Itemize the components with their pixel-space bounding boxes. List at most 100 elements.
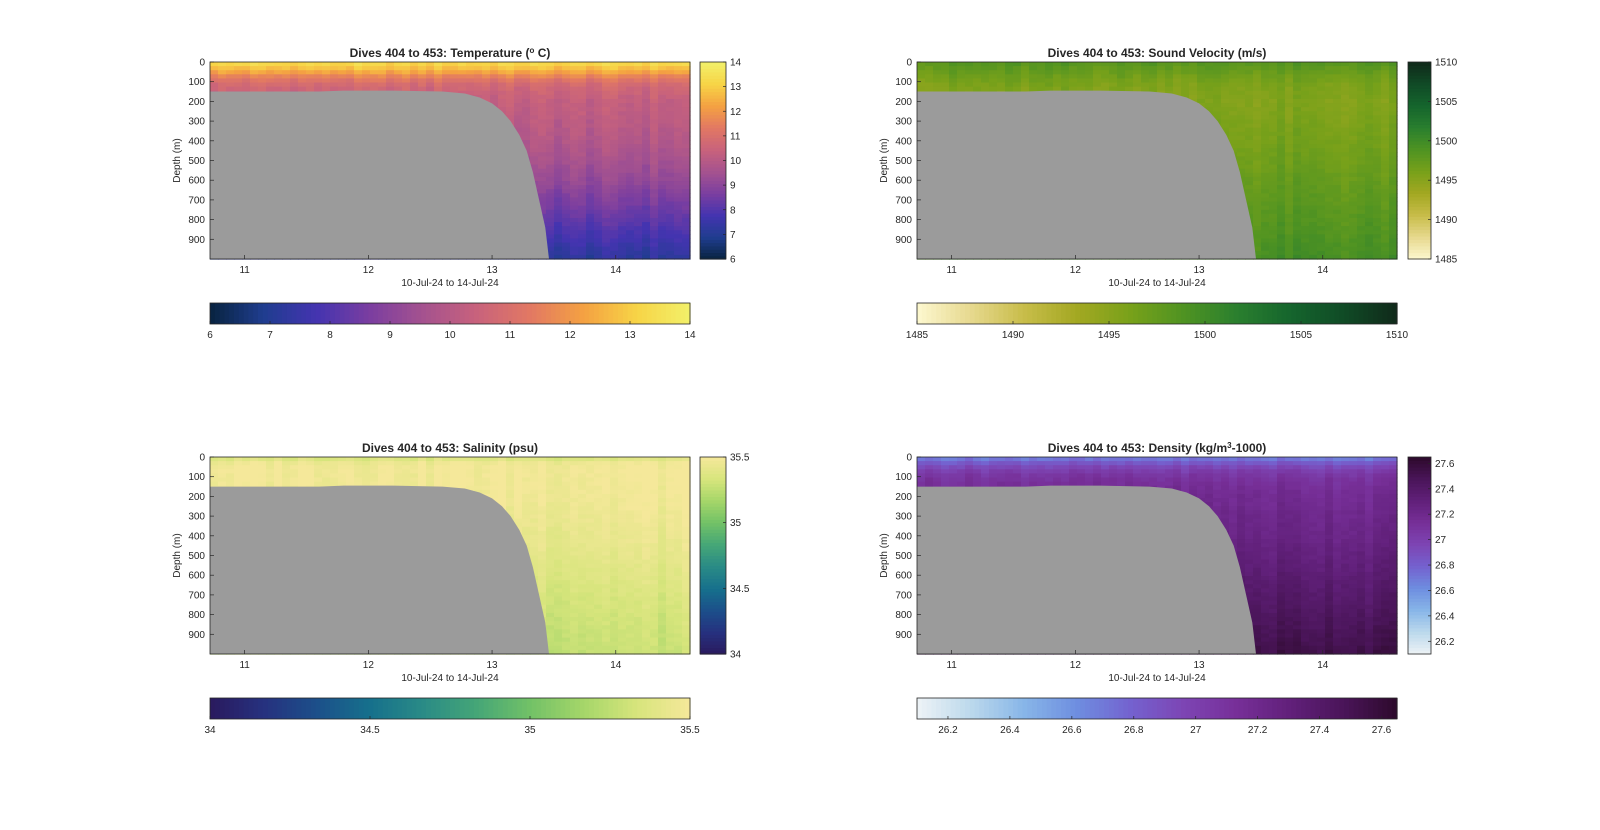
heatmap-cell — [634, 123, 643, 129]
heatmap-cell — [338, 66, 347, 71]
heatmap-cell — [530, 144, 539, 149]
heatmap-cell — [618, 98, 627, 104]
heatmap-cell — [658, 164, 667, 170]
heatmap-cell — [634, 209, 643, 215]
heatmap-cell — [578, 176, 587, 182]
heatmap-cell — [682, 254, 691, 260]
colorbar-segment — [574, 303, 581, 324]
heatmap-cell — [674, 86, 683, 92]
heatmap-cell — [522, 94, 531, 100]
heatmap-cell — [282, 86, 291, 92]
heatmap-cell — [338, 74, 347, 80]
heatmap-cell — [530, 82, 539, 88]
heatmap-cell — [1165, 74, 1174, 80]
heatmap-cell — [642, 213, 651, 219]
heatmap-cell — [674, 201, 683, 207]
heatmap-cell — [578, 139, 587, 145]
heatmap-cell — [1021, 62, 1030, 67]
heatmap-cell — [578, 86, 587, 92]
heatmap-cell — [570, 152, 579, 157]
heatmap-cell — [618, 242, 627, 248]
heatmap-cell — [386, 62, 395, 67]
heatmap-cell — [466, 78, 475, 84]
heatmap-cell — [522, 119, 531, 125]
colorbar-segment — [618, 303, 624, 324]
heatmap-cell — [626, 139, 635, 145]
colorbar-segment — [272, 303, 278, 324]
heatmap-cell — [674, 222, 683, 227]
heatmap-cell — [594, 123, 603, 129]
heatmap-cell — [514, 62, 523, 67]
colorbar-segment — [286, 303, 293, 324]
heatmap-cell — [594, 160, 603, 166]
heatmap-cell — [674, 107, 683, 112]
heatmap-cell — [682, 131, 691, 137]
heatmap-cell — [973, 66, 982, 71]
heatmap-cell — [490, 90, 499, 96]
colorbar-segment — [700, 137, 726, 142]
heatmap-cell — [634, 98, 643, 104]
heatmap-cell — [538, 193, 547, 199]
heatmap-cell — [578, 98, 587, 104]
heatmap-cell — [634, 156, 643, 162]
heatmap-cell — [642, 176, 651, 182]
heatmap-cell — [658, 185, 667, 190]
heatmap-cell — [658, 98, 667, 104]
heatmap-cell — [570, 78, 579, 84]
colorbar-segment — [700, 226, 726, 231]
heatmap-cell — [602, 119, 611, 125]
heatmap-cell — [298, 74, 307, 80]
heatmap-cell — [602, 172, 611, 178]
heatmap-cell — [666, 222, 675, 227]
heatmap-cell — [554, 66, 563, 71]
heatmap-cell — [562, 86, 571, 92]
colorbar-segment — [450, 303, 456, 324]
heatmap-cell — [610, 189, 619, 194]
heatmap-cell — [642, 217, 651, 223]
heatmap-cell — [610, 86, 619, 92]
heatmap-cell — [674, 74, 683, 80]
heatmap-cell — [570, 197, 579, 203]
heatmap-cell — [634, 168, 643, 174]
heatmap-cell — [682, 139, 691, 145]
heatmap-cell — [402, 70, 411, 75]
heatmap-cell — [514, 103, 523, 108]
heatmap-cell — [642, 127, 651, 133]
heatmap-cell — [578, 209, 587, 215]
heatmap-cell — [1085, 78, 1094, 84]
heatmap-cell — [1213, 90, 1222, 96]
heatmap-cell — [666, 103, 675, 108]
heatmap-cell — [418, 86, 427, 92]
heatmap-cell — [650, 242, 659, 248]
heatmap-cell — [538, 205, 547, 211]
heatmap-cell — [538, 189, 547, 194]
heatmap-cell — [530, 119, 539, 125]
heatmap-cell — [658, 176, 667, 182]
heatmap-cell — [1053, 86, 1062, 92]
colorbar-segment — [700, 245, 726, 250]
heatmap-cell — [1037, 66, 1046, 71]
heatmap-cell — [554, 74, 563, 80]
panel-title: Dives 404 to 453: Temperature (o C) — [350, 46, 551, 61]
heatmap-cell — [586, 209, 595, 215]
heatmap-cell — [957, 70, 966, 75]
heatmap-cell — [1021, 74, 1030, 80]
heatmap-cell — [1213, 82, 1222, 88]
colorbar-segment — [291, 303, 297, 324]
heatmap-cell — [1165, 66, 1174, 71]
colorbar-segment — [416, 303, 422, 324]
heatmap-cell — [650, 139, 659, 145]
heatmap-cell — [610, 115, 619, 121]
colorbar-segment — [661, 303, 667, 324]
heatmap-cell — [490, 74, 499, 80]
heatmap-cell — [674, 181, 683, 186]
heatmap-cell — [330, 74, 339, 80]
heatmap-cell — [682, 181, 691, 186]
heatmap-cell — [458, 70, 467, 75]
heatmap-cell — [570, 66, 579, 71]
heatmap-cell — [378, 70, 387, 75]
heatmap-cell — [218, 86, 227, 92]
heatmap-cell — [981, 78, 990, 84]
heatmap-cell — [1189, 70, 1198, 75]
heatmap-cell — [586, 111, 595, 116]
